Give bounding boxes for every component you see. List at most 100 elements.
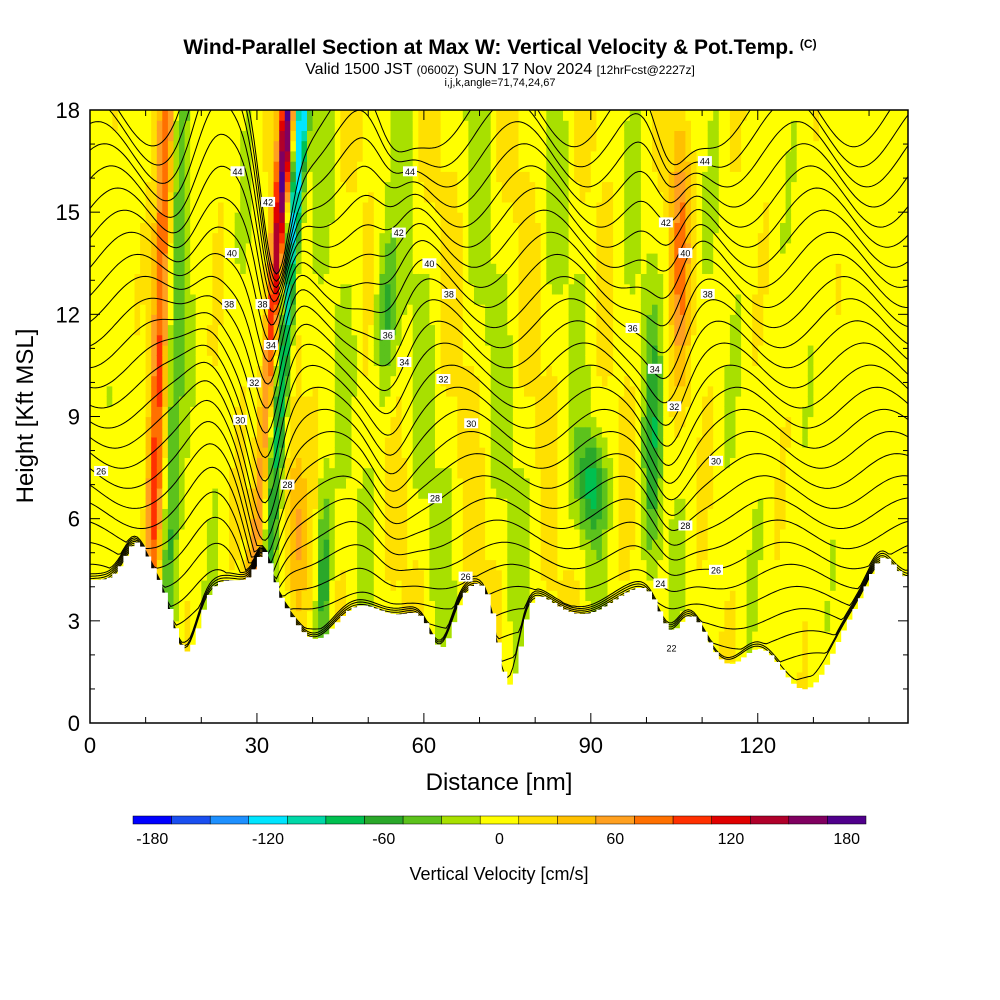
- field-cell: [223, 120, 230, 131]
- field-cell: [368, 580, 375, 591]
- field-cell: [340, 222, 347, 234]
- field-cell: [223, 365, 230, 377]
- field-cell: [418, 477, 425, 489]
- field-cell: [195, 232, 202, 244]
- field-cell: [418, 171, 425, 183]
- field-cell: [334, 181, 341, 193]
- field-cell: [512, 447, 520, 458]
- field-cell: [162, 273, 169, 285]
- field-cell: [334, 457, 341, 469]
- field-cell: [412, 150, 419, 162]
- field-cell: [268, 120, 275, 131]
- field-cell: [301, 263, 308, 274]
- field-cell: [334, 528, 341, 540]
- field-cell: [496, 181, 503, 193]
- field-cell: [145, 314, 152, 326]
- field-cell: [229, 222, 236, 234]
- field-cell: [507, 375, 514, 387]
- field-cell: [273, 212, 280, 223]
- field-cell: [167, 324, 175, 336]
- field-cell: [140, 201, 147, 213]
- field-cell: [268, 345, 275, 356]
- field-cell: [468, 355, 475, 366]
- field-cell: [117, 314, 124, 326]
- field-cell: [407, 457, 414, 469]
- field-cell: [173, 416, 180, 428]
- field-cell: [451, 447, 458, 458]
- field-cell: [140, 375, 147, 387]
- field-cell: [95, 549, 102, 561]
- field-cell: [362, 355, 369, 366]
- field-cell: [295, 426, 303, 438]
- field-cell: [90, 549, 97, 561]
- field-cell: [407, 488, 414, 499]
- field-cell: [140, 293, 147, 305]
- field-cell: [90, 345, 97, 356]
- field-cell: [479, 314, 486, 326]
- field-cell: [173, 324, 180, 336]
- field-cell: [446, 365, 453, 377]
- field-cell: [529, 242, 536, 254]
- field-cell: [245, 334, 252, 346]
- field-cell: [312, 590, 319, 601]
- field-cell: [346, 396, 353, 407]
- field-cell: [501, 641, 508, 653]
- field-cell: [468, 140, 475, 152]
- field-cell: [446, 345, 453, 356]
- field-cell: [273, 375, 280, 387]
- field-cell: [379, 293, 386, 305]
- field-cell: [290, 580, 297, 591]
- field-cell: [357, 498, 364, 509]
- field-cell: [507, 610, 514, 622]
- field-cell: [90, 171, 97, 183]
- field-cell: [451, 457, 458, 469]
- field-cell: [529, 416, 536, 428]
- field-cell: [201, 191, 208, 203]
- field-cell: [340, 488, 347, 499]
- field-cell: [357, 467, 364, 479]
- field-cell: [256, 447, 264, 458]
- field-cell: [212, 171, 219, 183]
- field-cell: [440, 171, 447, 183]
- field-cell: [501, 253, 508, 264]
- field-cell: [162, 355, 169, 366]
- field-cell: [190, 324, 197, 336]
- field-cell: [457, 293, 464, 305]
- field-cell: [279, 580, 286, 591]
- field-cell: [418, 590, 425, 601]
- field-cell: [340, 263, 347, 274]
- field-cell: [240, 283, 247, 295]
- field-cell: [540, 161, 547, 172]
- field-cell: [106, 242, 113, 254]
- field-cell: [457, 314, 464, 326]
- field-cell: [162, 385, 169, 397]
- field-cell: [218, 477, 225, 489]
- field-cell: [95, 406, 102, 418]
- field-cell: [384, 457, 392, 469]
- field-cell: [145, 436, 152, 448]
- field-cell: [262, 498, 269, 509]
- field-cell: [423, 201, 431, 213]
- field-cell: [496, 518, 503, 530]
- field-cell: [112, 293, 119, 305]
- field-cell: [184, 181, 191, 193]
- field-cell: [129, 212, 136, 223]
- field-cell: [440, 396, 447, 407]
- field-cell: [129, 324, 136, 336]
- field-cell: [256, 161, 264, 172]
- field-cell: [167, 406, 175, 418]
- field-cell: [440, 467, 447, 479]
- field-cell: [479, 477, 486, 489]
- field-cell: [112, 130, 119, 142]
- field-cell: [546, 293, 553, 305]
- field-cell: [423, 559, 431, 571]
- field-cell: [251, 539, 258, 550]
- field-cell: [106, 447, 113, 458]
- field-cell: [412, 580, 419, 591]
- field-cell: [167, 120, 175, 131]
- field-cell: [396, 385, 403, 397]
- field-cell: [501, 324, 508, 336]
- field-cell: [507, 161, 514, 172]
- field-cell: [218, 171, 225, 183]
- field-cell: [524, 467, 531, 479]
